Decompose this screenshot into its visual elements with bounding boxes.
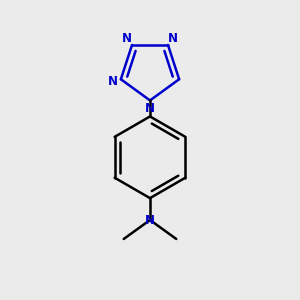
Text: N: N [122,32,132,45]
Text: N: N [168,32,178,45]
Text: N: N [145,214,155,226]
Text: N: N [145,102,155,115]
Text: N: N [108,75,118,88]
